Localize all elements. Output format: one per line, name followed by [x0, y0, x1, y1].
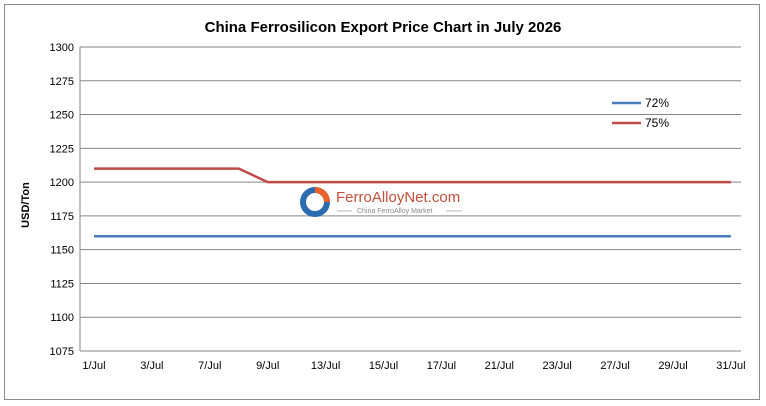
y-tick-labels: 1075 1100 1125 1150 1175 1200 1225 1250 1275 1300	[50, 42, 74, 358]
watermark-tagline: China FerroAlloy Market	[357, 208, 433, 215]
y-tick-label: 1200	[50, 177, 74, 189]
gridlines	[80, 46, 741, 318]
chart-frame	[4, 4, 760, 400]
legend-label: 75%	[645, 116, 669, 130]
x-tick-label: 1/Jul	[82, 360, 105, 372]
x-tick-label: 23/Jul	[543, 360, 572, 372]
x-tick-label: 7/Jul	[198, 360, 221, 372]
ferroalloynet-watermark: FerroAlloyNet.com China FerroAlloy Marke…	[300, 187, 462, 217]
y-tick-label: 1125	[50, 278, 74, 290]
x-tick-labels: 1/Jul 3/Jul 7/Jul 9/Jul 13/Jul 15/Jul 17/Jul 21…	[82, 360, 745, 372]
y-axis-label: USD/Ton	[20, 182, 32, 228]
watermark-name: FerroAlloyNet.com	[336, 189, 460, 206]
legend-label: 72%	[645, 96, 669, 110]
x-tick-label: 21/Jul	[485, 360, 514, 372]
series-line-75pct	[94, 167, 731, 184]
y-tick-label: 1150	[50, 245, 74, 257]
y-tick-label: 1100	[50, 312, 74, 324]
y-tick-label: 1075	[50, 346, 74, 358]
y-tick-label: 1250	[50, 110, 74, 122]
x-tick-label: 31/Jul	[716, 360, 745, 372]
chart-title: China Ferrosilicon Export Price Chart in…	[205, 19, 562, 36]
axes	[79, 47, 741, 352]
x-tick-label: 29/Jul	[658, 360, 687, 372]
logo-arc-icon	[314, 187, 330, 203]
y-tick-label: 1175	[50, 211, 74, 223]
x-tick-label: 13/Jul	[311, 360, 340, 372]
legend: 72%75%	[612, 96, 669, 130]
y-tick-label: 1275	[50, 76, 74, 88]
x-tick-label: 15/Jul	[369, 360, 398, 372]
x-tick-label: 17/Jul	[427, 360, 456, 372]
y-tick-label: 1225	[50, 143, 74, 155]
series-lines	[94, 167, 731, 238]
x-tick-label: 3/Jul	[140, 360, 163, 372]
y-tick-label: 1300	[50, 42, 74, 54]
x-tick-label: 9/Jul	[256, 360, 279, 372]
x-tick-label: 27/Jul	[600, 360, 629, 372]
